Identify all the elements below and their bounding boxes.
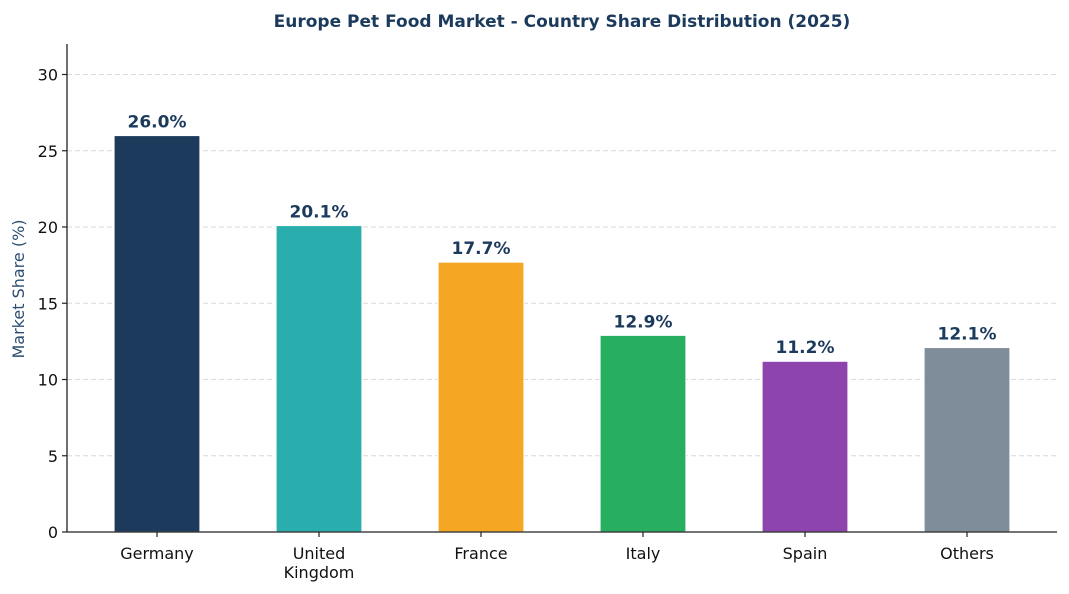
chart-title: Europe Pet Food Market - Country Share D…	[274, 12, 851, 32]
data-label: 12.1%	[938, 324, 997, 344]
x-tick-label-line: Spain	[783, 544, 828, 563]
x-tick-label: France	[454, 544, 507, 563]
bar-france	[437, 261, 525, 533]
y-axis-label: Market Share (%)	[9, 219, 28, 358]
x-tick-label-line: Germany	[120, 544, 194, 563]
bar-spain	[761, 360, 849, 533]
y-tick-label: 10	[38, 371, 58, 390]
x-tick-label-line: Kingdom	[284, 563, 355, 582]
data-label: 20.1%	[290, 202, 349, 222]
bar-italy	[599, 334, 687, 533]
y-tick-label: 0	[48, 523, 58, 542]
data-label: 12.9%	[614, 312, 673, 332]
y-tick-label: 30	[38, 66, 58, 85]
x-tick-label: Germany	[120, 544, 194, 563]
y-tick-label: 25	[38, 142, 58, 161]
data-label: 11.2%	[776, 338, 835, 358]
y-tick-label: 15	[38, 294, 58, 313]
bar-germany	[113, 134, 201, 533]
x-tick-label-line: United	[293, 544, 346, 563]
y-tick-label: 20	[38, 218, 58, 237]
bars	[113, 134, 1011, 533]
axes	[66, 44, 1057, 533]
y-ticks: 0 5 10 15 20 25 30	[38, 66, 67, 542]
data-label: 17.7%	[452, 239, 511, 259]
x-tick-label-line: France	[454, 544, 507, 563]
x-tick-label: United Kingdom	[284, 544, 355, 582]
bar-united-kingdom	[275, 224, 363, 533]
x-tick-label: Others	[940, 544, 994, 563]
gridlines	[67, 74, 1057, 457]
x-ticks: Germany United Kingdom France Italy Spain Othe…	[120, 532, 994, 582]
data-label: 26.0%	[128, 113, 187, 133]
x-tick-label: Italy	[626, 544, 661, 563]
x-tick-label-line: Italy	[626, 544, 661, 563]
y-tick-label: 5	[48, 447, 58, 466]
data-labels: 26.0% 20.1% 17.7% 12.9% 11.2% 12.1%	[128, 113, 997, 359]
x-tick-label: Spain	[783, 544, 828, 563]
x-tick-label-line: Others	[940, 544, 994, 563]
bar-others	[923, 346, 1011, 533]
